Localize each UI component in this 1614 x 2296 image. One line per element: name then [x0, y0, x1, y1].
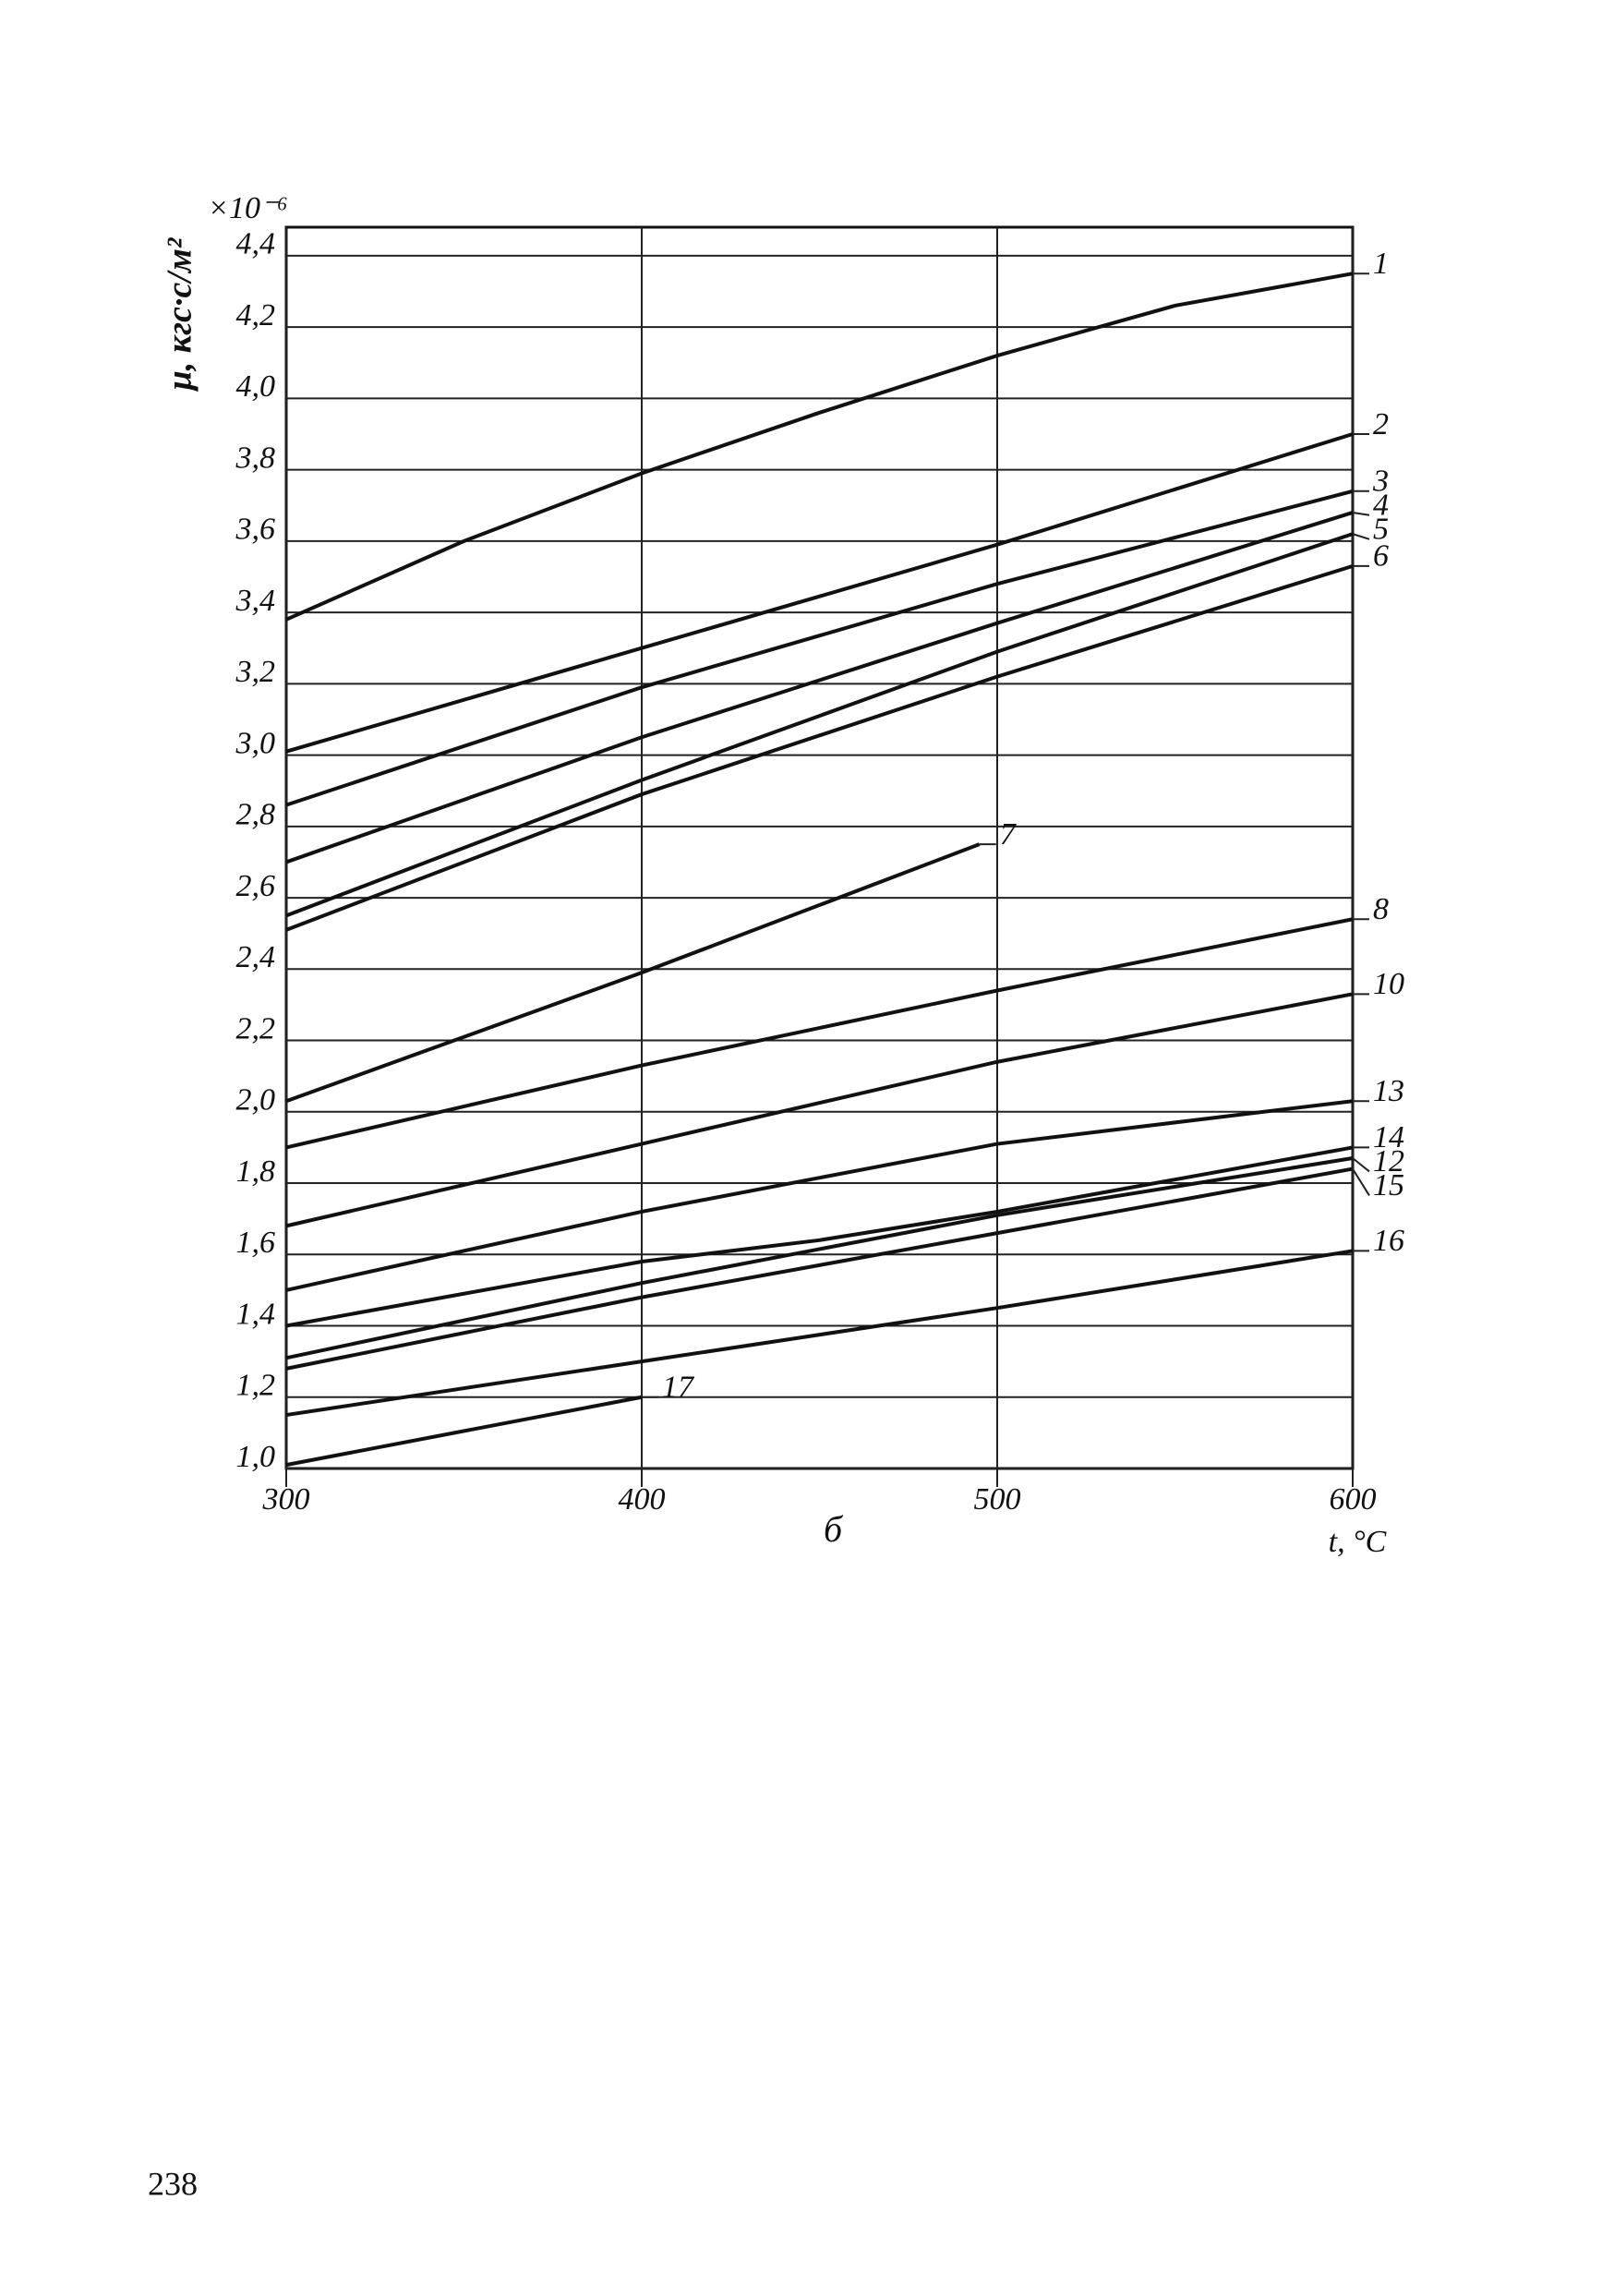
x-tick-label: 500 [974, 1482, 1021, 1517]
y-multiplier: ×10⁻⁶ [208, 191, 288, 225]
curve [285, 532, 1354, 918]
y-tick-label: 3,8 [235, 441, 276, 475]
y-tick-label: 1,0 [236, 1440, 276, 1474]
x-tick-label: 300 [262, 1482, 310, 1517]
curve-label: 14 [1373, 1120, 1404, 1154]
y-tick-label: 3,2 [235, 655, 276, 689]
curve-label: 6 [1373, 539, 1389, 574]
curve [285, 272, 1354, 622]
curve-label: 5 [1373, 513, 1389, 547]
panel-label: б [824, 1508, 844, 1550]
curve-label: 3 [1372, 465, 1389, 499]
curve [285, 432, 1354, 754]
label-leader [1352, 1168, 1370, 1196]
x-tick-label: 400 [619, 1482, 666, 1517]
x-tick-label: 600 [1330, 1482, 1377, 1517]
y-tick-label: 1,8 [236, 1154, 276, 1189]
y-tick-label: 2,6 [236, 869, 276, 903]
label-leader [1352, 511, 1370, 516]
curve-label: 13 [1373, 1074, 1404, 1108]
curve-label: 15 [1373, 1168, 1404, 1202]
curve [285, 489, 1354, 807]
curve-label: 8 [1373, 892, 1389, 926]
curve-label: 10 [1373, 967, 1404, 1001]
curve-label: 17 [662, 1371, 695, 1405]
y-tick-label: 2,4 [236, 940, 276, 974]
curve [285, 1099, 1354, 1292]
page-number: 238 [148, 2165, 198, 2202]
curve-label: 16 [1373, 1224, 1404, 1258]
curve [285, 1166, 1354, 1371]
curve [285, 1156, 1354, 1360]
y-tick-label: 1,2 [236, 1369, 276, 1403]
curve [285, 1249, 1354, 1418]
y-tick-label: 1,4 [236, 1297, 276, 1331]
y-tick-label: 4,2 [236, 298, 276, 332]
curve-label: 4 [1373, 489, 1389, 523]
y-tick-label: 2,8 [236, 798, 276, 832]
y-tick-label: 3,0 [235, 726, 276, 760]
y-tick-label: 2,2 [236, 1011, 276, 1045]
y-tick-label: 3,4 [235, 584, 276, 618]
curve [285, 842, 981, 1104]
curve [285, 511, 1354, 864]
y-axis-label: μ, кгс·с/м² [161, 236, 199, 392]
curve [285, 1395, 643, 1468]
y-tick-label: 2,0 [236, 1083, 276, 1118]
x-axis-label: t, °C [1329, 1525, 1387, 1559]
curve [285, 1145, 1354, 1328]
curve [285, 917, 1354, 1150]
y-tick-label: 1,6 [236, 1226, 276, 1260]
y-tick-label: 4,0 [236, 369, 276, 404]
curve-label: 7 [1000, 817, 1018, 852]
label-leader [1352, 533, 1370, 540]
curve-label: 1 [1373, 247, 1389, 281]
y-tick-label: 4,4 [236, 227, 276, 261]
curve-label: 12 [1373, 1144, 1404, 1178]
curve [285, 992, 1354, 1228]
label-leader [1352, 1157, 1370, 1173]
curve-label: 2 [1373, 407, 1389, 441]
y-tick-label: 3,6 [235, 513, 276, 547]
curve [285, 563, 1354, 932]
